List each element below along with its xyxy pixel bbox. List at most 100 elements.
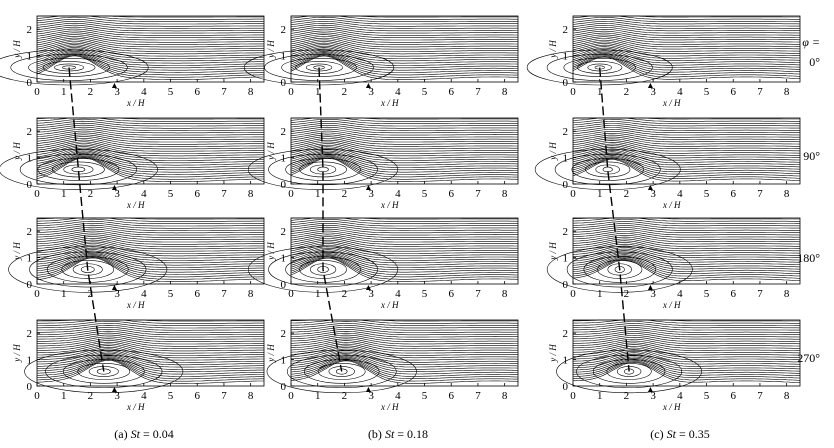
streamline — [572, 25, 800, 32]
streamline — [36, 21, 264, 27]
streamline — [37, 323, 264, 329]
streamline — [36, 52, 264, 71]
x-tick-label: 8 — [502, 188, 508, 200]
vortex-contour — [29, 251, 147, 288]
streamline — [290, 334, 518, 342]
streamline — [290, 123, 519, 129]
y-tick-label: 0 — [281, 381, 287, 393]
streamline — [290, 253, 518, 271]
y-tick-label: 0 — [281, 77, 287, 89]
streamline — [572, 52, 801, 71]
x-tick-label: 1 — [61, 390, 67, 402]
caption-b-var: St — [384, 427, 395, 441]
x-tick-label: 0 — [34, 288, 40, 300]
streamline — [290, 356, 518, 375]
streamline — [290, 130, 518, 138]
streamline — [572, 131, 800, 138]
streamline — [572, 134, 801, 143]
streamline — [36, 249, 264, 264]
caption-b-prefix: (b) — [367, 427, 385, 441]
streamline — [290, 143, 518, 154]
streamline — [572, 21, 800, 27]
streamline — [290, 327, 518, 333]
streamline — [36, 250, 264, 266]
y-tick-label: 2 — [281, 328, 287, 340]
streamline — [36, 152, 264, 171]
streamline — [36, 39, 265, 50]
streamline — [36, 51, 264, 69]
vortex-contour — [286, 354, 397, 389]
streamline — [572, 123, 800, 129]
streamline — [36, 348, 264, 361]
streamline — [290, 226, 518, 234]
x-tick-label: 5 — [422, 86, 428, 98]
streamline — [290, 28, 518, 36]
vortex-contour — [10, 54, 128, 81]
x-axis-label: x / H — [380, 200, 399, 210]
streamline — [36, 138, 264, 147]
streamline — [572, 119, 800, 124]
streamline — [290, 230, 518, 238]
y-tick-label: 2 — [27, 24, 33, 36]
x-tick-label: 3 — [114, 390, 120, 402]
streamline — [573, 340, 800, 349]
x-tick-label: 4 — [395, 390, 401, 402]
vortex-contour — [556, 349, 703, 394]
streamline — [290, 15, 518, 20]
streamline — [573, 319, 800, 324]
streamline — [290, 151, 519, 168]
x-tick-label: 0 — [570, 86, 576, 98]
x-tick-label: 0 — [288, 390, 294, 402]
y-tick-label: 1 — [27, 153, 33, 165]
streamline — [36, 41, 264, 52]
x-tick-label: 8 — [502, 288, 508, 300]
reattachment-marker — [111, 185, 117, 190]
streamline — [290, 157, 519, 182]
streamline — [572, 231, 800, 238]
x-tick-label: 2 — [88, 288, 94, 300]
streamline — [290, 52, 518, 71]
x-tick-label: 4 — [677, 390, 683, 402]
streamline — [36, 54, 264, 78]
y-tick-label: 1 — [281, 153, 287, 165]
streamline — [573, 361, 801, 381]
streamline — [37, 349, 265, 363]
x-tick-label: 0 — [288, 86, 294, 98]
streamline — [290, 257, 519, 282]
streamline — [572, 50, 801, 66]
streamline — [36, 34, 264, 43]
reattachment-marker — [365, 285, 371, 290]
y-tick-label: 0 — [563, 279, 569, 291]
reattachment-marker — [365, 387, 371, 392]
streamline — [572, 46, 801, 59]
x-tick-label: 2 — [342, 288, 348, 300]
streamline — [36, 255, 264, 275]
streamline — [37, 329, 264, 336]
y-tick-label: 0 — [27, 77, 33, 89]
streamline — [36, 256, 264, 280]
streamline — [572, 55, 801, 78]
streamline — [36, 358, 265, 380]
y-axis-label: y / H — [266, 40, 276, 59]
streamline — [573, 331, 801, 338]
x-tick-label: 4 — [395, 288, 401, 300]
streamline — [36, 30, 264, 38]
panel-r0-c2: 0 1 2 3 4 5 6 7 8 x / H 0 1 2 y / H — [526, 15, 801, 108]
streamline — [573, 342, 800, 351]
panel-frame — [572, 117, 801, 185]
reattachment-marker — [647, 285, 653, 290]
x-axis-label: x / H — [126, 300, 145, 310]
panel-frame — [290, 217, 519, 285]
reattachment-marker — [111, 387, 117, 392]
streamline — [290, 350, 518, 363]
streamline — [572, 361, 801, 383]
vortex-contour — [281, 58, 357, 77]
streamline — [290, 23, 518, 29]
x-tick-label: 2 — [342, 390, 348, 402]
y-tick-label: 2 — [281, 126, 287, 138]
streamline — [36, 146, 264, 159]
x-axis-label: x / H — [662, 402, 681, 412]
streamline — [290, 117, 518, 122]
streamline — [572, 19, 801, 25]
streamline — [290, 39, 519, 50]
